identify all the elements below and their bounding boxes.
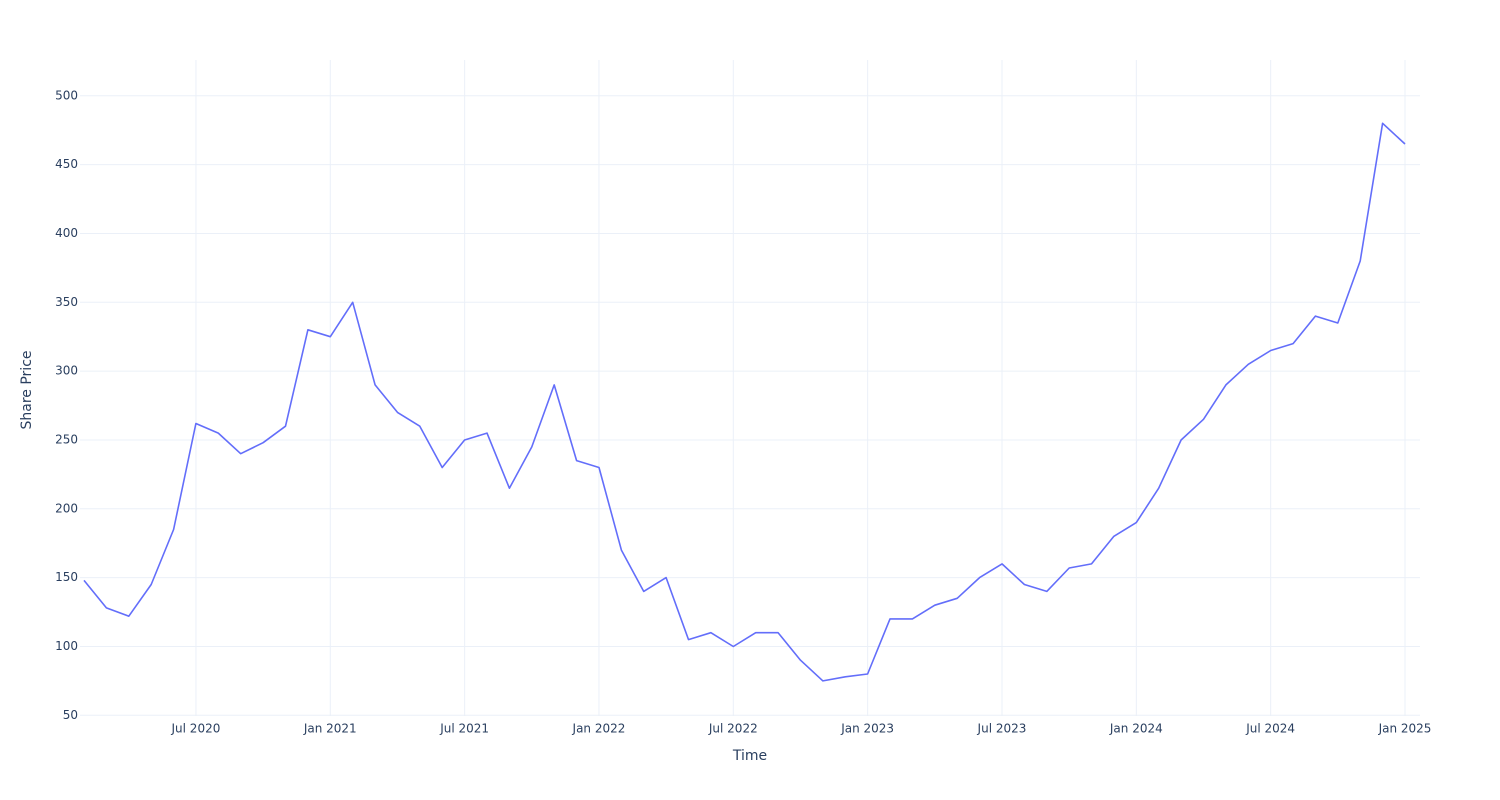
y-tick-label: 450: [55, 157, 78, 171]
x-tick-label: Jan 2022: [572, 722, 626, 736]
x-tick-label: Jul 2021: [439, 722, 489, 736]
x-tick-label: Jan 2024: [1109, 722, 1163, 736]
y-axis-title: Share Price: [19, 350, 35, 429]
y-tick-label: 150: [55, 570, 78, 584]
x-tick-label: Jan 2023: [840, 722, 894, 736]
y-tick-label: 500: [55, 88, 78, 102]
x-axis-title: Time: [732, 748, 767, 764]
y-tick-label: 300: [55, 364, 78, 378]
y-tick-label: 100: [55, 639, 78, 653]
x-tick-label: Jul 2024: [1245, 722, 1295, 736]
x-tick-label: Jul 2022: [708, 722, 758, 736]
line: [83, 122, 1406, 682]
x-tick-label: Jul 2020: [171, 722, 221, 736]
y-tick-label: 200: [55, 501, 78, 515]
x-tick-label: Jan 2021: [303, 722, 357, 736]
y-tick-label: 350: [55, 295, 78, 309]
y-tick-label: 50: [63, 708, 78, 722]
x-tick-label: Jan 2025: [1378, 722, 1432, 736]
x-tick-label: Jul 2023: [977, 722, 1027, 736]
y-tick-label: 250: [55, 432, 78, 446]
y-tick-label: 400: [55, 226, 78, 240]
